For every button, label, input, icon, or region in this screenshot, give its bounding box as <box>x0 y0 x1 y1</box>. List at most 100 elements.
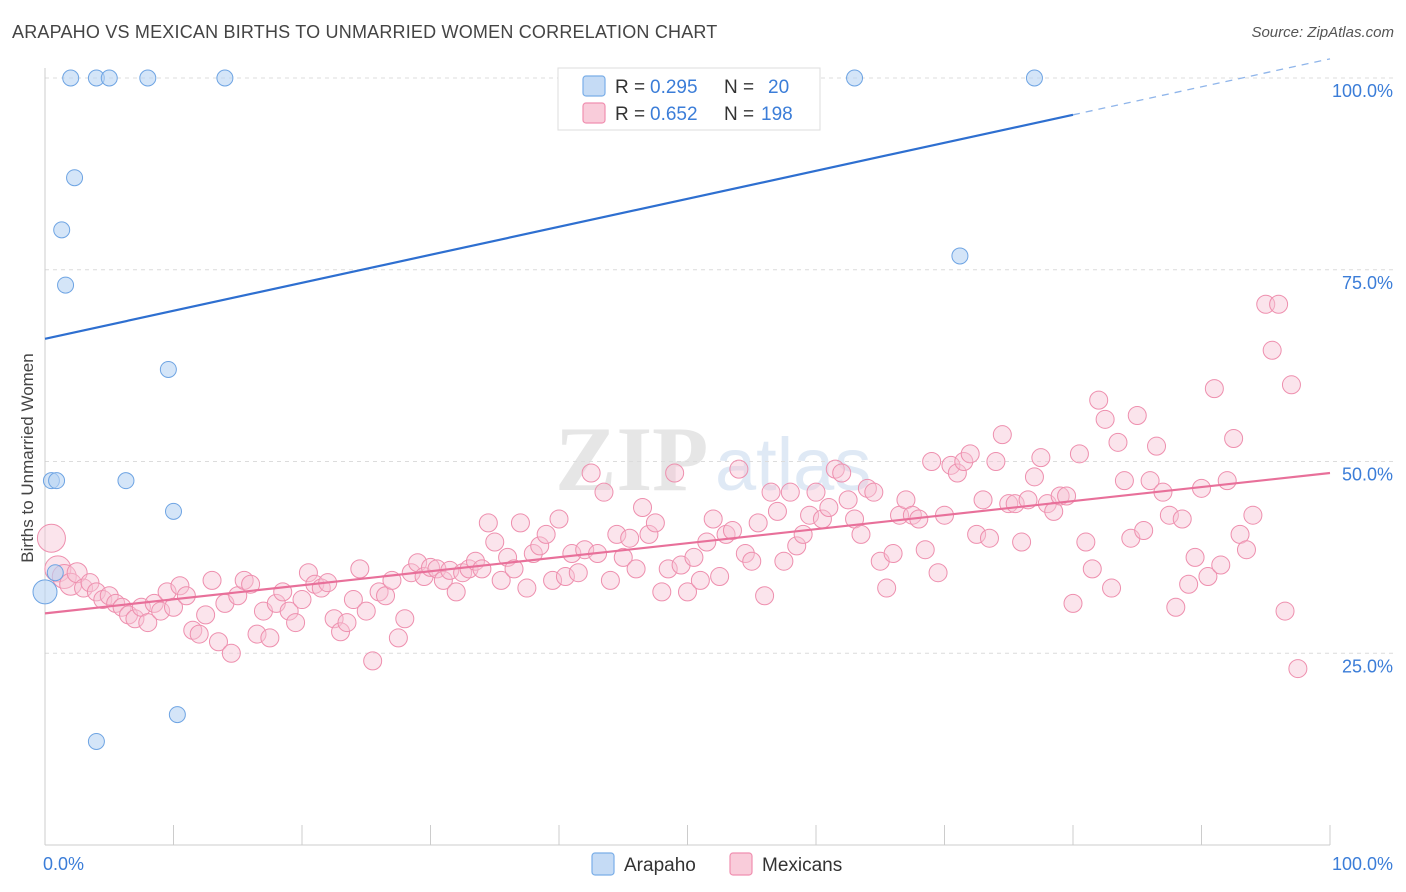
axes <box>44 68 1331 846</box>
y-tick-label: 50.0% <box>1342 465 1393 485</box>
point-mexicans <box>292 590 312 610</box>
trend-line-arapaho <box>44 113 1074 340</box>
point-mexicans <box>59 572 83 596</box>
point-mexicans <box>112 597 132 617</box>
y-tick-label: 25.0% <box>1342 656 1393 676</box>
point-arapaho <box>62 69 80 87</box>
point-mexicans <box>922 452 942 471</box>
point-mexicans <box>433 570 453 590</box>
y-tick-labels: 100.0% 75.0% 50.0% 25.0% <box>1332 81 1393 676</box>
point-mexicans <box>530 536 550 556</box>
point-arapaho <box>216 69 234 87</box>
point-mexicans <box>832 463 852 483</box>
point-mexicans <box>658 559 678 579</box>
point-mexicans <box>189 624 209 644</box>
point-mexicans <box>613 547 633 567</box>
point-mexicans <box>331 622 351 642</box>
point-mexicans <box>298 563 318 583</box>
point-mexicans <box>491 570 511 590</box>
point-mexicans <box>800 505 820 525</box>
point-mexicans <box>125 609 145 629</box>
point-arapaho <box>53 221 71 239</box>
x-tick-label-end: 100.0% <box>1332 854 1393 874</box>
stats-r-label-mexicans: R = <box>615 104 645 125</box>
point-mexicans <box>607 524 627 544</box>
point-mexicans <box>1204 379 1224 399</box>
point-mexicans <box>684 547 704 567</box>
point-mexicans <box>241 574 261 594</box>
point-mexicans <box>1211 555 1231 575</box>
point-mexicans <box>864 482 884 502</box>
point-mexicans <box>1288 659 1308 679</box>
point-mexicans <box>273 582 293 602</box>
point-mexicans <box>633 498 653 518</box>
stats-swatch-arapaho <box>582 75 606 97</box>
point-mexicans <box>1114 471 1134 491</box>
point-mexicans <box>678 582 697 602</box>
point-mexicans <box>363 651 383 671</box>
series-mexicans <box>36 294 1308 679</box>
point-mexicans <box>1102 578 1122 598</box>
point-mexicans <box>202 570 222 590</box>
point-mexicans <box>504 559 524 579</box>
point-mexicans <box>973 490 993 510</box>
point-mexicans <box>1236 540 1256 560</box>
gridlines <box>45 77 1395 654</box>
point-mexicans <box>1076 532 1096 552</box>
point-mexicans <box>735 544 755 564</box>
trend-line-mexicans <box>44 471 1331 615</box>
point-mexicans <box>581 463 601 483</box>
source-credit: Source: ZipAtlas.com <box>1251 24 1394 41</box>
point-mexicans <box>761 482 781 502</box>
point-mexicans <box>1063 593 1083 613</box>
point-mexicans <box>665 463 685 483</box>
point-mexicans <box>806 482 826 502</box>
point-mexicans <box>645 513 665 533</box>
point-arapaho <box>46 564 64 582</box>
chart-title: ARAPAHO VS MEXICAN BIRTHS TO UNMARRIED W… <box>12 22 718 42</box>
point-mexicans <box>208 632 228 652</box>
point-mexicans <box>485 532 505 552</box>
point-mexicans <box>260 628 280 648</box>
stats-legend: R = 0.295 N = 20 R = 0.652 N = 198 <box>557 67 821 131</box>
point-mexicans <box>517 578 537 598</box>
point-mexicans <box>986 452 1006 471</box>
stats-r-label-arapaho: R = <box>615 77 645 98</box>
point-mexicans <box>80 573 100 593</box>
point-mexicans <box>883 544 903 564</box>
point-mexicans <box>1127 405 1147 425</box>
stats-n-label-mexicans: N = <box>724 104 754 125</box>
point-mexicans <box>787 536 807 556</box>
stats-n-value-arapaho: 20 <box>768 77 789 98</box>
point-mexicans <box>1224 428 1244 448</box>
point-mexicans <box>1140 471 1160 491</box>
point-arapaho <box>48 472 66 490</box>
point-mexicans <box>954 452 974 471</box>
point-mexicans <box>1275 601 1295 621</box>
point-mexicans <box>1069 444 1089 464</box>
point-mexicans <box>1012 532 1032 552</box>
point-arapaho <box>32 579 58 605</box>
point-arapaho <box>66 169 84 187</box>
point-arapaho <box>159 360 177 378</box>
point-mexicans <box>793 524 813 544</box>
point-mexicans <box>1281 375 1301 395</box>
point-mexicans <box>176 586 196 606</box>
point-mexicans <box>568 563 588 583</box>
stats-n-label-arapaho: N = <box>724 77 754 98</box>
point-mexicans <box>74 578 94 598</box>
point-mexicans <box>600 570 620 590</box>
point-arapaho <box>168 706 186 724</box>
point-arapaho <box>846 69 864 87</box>
point-mexicans <box>1262 340 1282 360</box>
point-mexicans <box>722 521 742 541</box>
point-arapaho <box>1025 69 1043 87</box>
y-tick-label: 100.0% <box>1332 81 1393 101</box>
point-mexicans <box>652 582 672 602</box>
point-mexicans <box>472 559 492 579</box>
point-mexicans <box>1050 486 1070 506</box>
point-mexicans <box>774 551 794 571</box>
point-mexicans <box>221 643 241 663</box>
point-mexicans <box>594 482 614 502</box>
